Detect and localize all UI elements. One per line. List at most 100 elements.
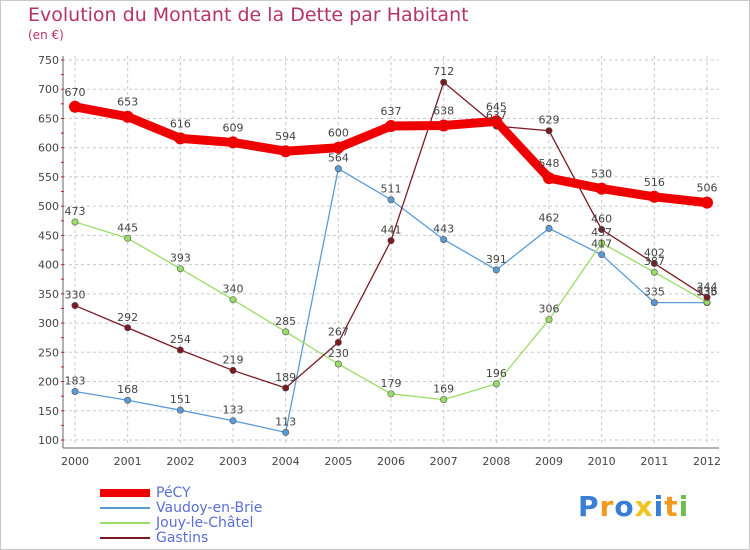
- data-point: [490, 115, 503, 128]
- data-label: 594: [275, 130, 296, 143]
- data-point: [440, 235, 448, 243]
- data-point: [176, 406, 184, 414]
- data-label: 183: [65, 374, 86, 387]
- legend-swatch-pecy: [100, 488, 150, 497]
- x-tick-label: 2008: [482, 455, 510, 468]
- data-point: [387, 237, 395, 245]
- y-tick-label: 300: [38, 317, 59, 330]
- data-point: [229, 417, 237, 425]
- y-tick-label: 400: [38, 259, 59, 272]
- data-label: 516: [644, 176, 665, 189]
- data-point: [332, 141, 345, 154]
- legend-swatch-vaudoy-en-brie: [100, 506, 150, 509]
- x-tick-label: 2000: [61, 455, 89, 468]
- legend-label-gastins: Gastins: [156, 529, 209, 546]
- data-label: 638: [433, 104, 454, 117]
- data-point: [598, 239, 606, 247]
- data-point: [282, 328, 290, 336]
- data-label: 113: [275, 415, 296, 428]
- chart-title: Evolution du Montant de la Dette par Hab…: [28, 4, 469, 26]
- data-point: [176, 265, 184, 273]
- data-label: 637: [381, 105, 402, 118]
- data-point: [71, 218, 79, 226]
- data-label: 506: [697, 182, 718, 195]
- data-point: [598, 226, 606, 234]
- data-label: 387: [644, 255, 665, 268]
- line-chart: 100 150 200 250 300 350 400 450 500 550 600 650 700 7…: [38, 54, 721, 468]
- data-label: 169: [433, 383, 454, 396]
- data-label: 670: [65, 86, 86, 99]
- data-point: [543, 172, 555, 185]
- y-tick-label: 200: [38, 376, 59, 389]
- logo-letter: i: [653, 490, 665, 523]
- data-point: [71, 387, 79, 395]
- x-tick-label: 2009: [535, 455, 563, 468]
- data-label: 609: [223, 121, 244, 134]
- data-point: [701, 196, 713, 209]
- data-label: 306: [539, 303, 560, 316]
- data-point: [387, 390, 395, 398]
- data-point: [334, 338, 342, 346]
- data-label: 335: [697, 286, 718, 299]
- data-label: 437: [591, 226, 612, 239]
- logo-letter: i: [678, 490, 690, 523]
- data-label: 712: [433, 65, 454, 78]
- data-label: 460: [591, 213, 612, 226]
- logo-letter: o: [614, 490, 635, 523]
- data-point: [124, 396, 132, 404]
- data-label: 179: [381, 377, 402, 390]
- y-tick-label: 750: [38, 54, 59, 67]
- data-point: [648, 190, 661, 203]
- data-label: 189: [275, 371, 296, 384]
- data-point: [282, 384, 290, 392]
- data-label: 653: [117, 96, 138, 109]
- data-point: [282, 428, 290, 436]
- data-point: [334, 165, 342, 173]
- x-tick-label: 2004: [272, 455, 300, 468]
- data-point: [229, 296, 237, 304]
- data-label: 600: [328, 127, 349, 140]
- data-label: 335: [644, 286, 665, 299]
- data-point: [69, 100, 81, 113]
- data-label: 344: [697, 280, 718, 293]
- y-tick-label: 450: [38, 229, 59, 242]
- data-point: [440, 78, 448, 86]
- data-point: [176, 346, 184, 354]
- data-label: 473: [65, 205, 86, 218]
- data-label: 330: [65, 289, 86, 302]
- data-point: [545, 316, 553, 324]
- y-tick-label: 550: [38, 171, 59, 184]
- data-label: 151: [170, 393, 191, 406]
- data-point: [124, 324, 132, 332]
- data-point: [650, 259, 658, 267]
- x-tick-label: 2006: [377, 455, 405, 468]
- data-label: 645: [486, 100, 507, 113]
- data-point: [227, 136, 239, 149]
- data-label: 393: [170, 252, 191, 265]
- data-label: 219: [223, 353, 244, 366]
- logo-letter: t: [664, 490, 679, 523]
- x-tick-label: 2002: [166, 455, 194, 468]
- y-tick-label: 600: [38, 142, 59, 155]
- logo-letter: P: [578, 490, 600, 523]
- data-label: 462: [539, 211, 560, 224]
- y-tick-label: 500: [38, 200, 59, 213]
- data-label: 254: [170, 333, 191, 346]
- data-point: [334, 360, 342, 368]
- data-label: 196: [486, 367, 507, 380]
- logo-letter: r: [599, 490, 615, 523]
- data-point: [437, 119, 450, 132]
- y-tick-label: 150: [38, 405, 59, 418]
- data-label: 629: [539, 114, 560, 127]
- chart-unit-label: (en €): [28, 28, 64, 42]
- proxiti-logo: Proxiti: [578, 490, 689, 523]
- x-tick-label: 2012: [693, 455, 721, 468]
- data-point: [545, 127, 553, 135]
- data-label: 230: [328, 347, 349, 360]
- data-point: [174, 132, 187, 145]
- legend-swatch-jouy-le-chatel: [100, 521, 150, 524]
- y-tick-label: 100: [38, 434, 59, 447]
- data-label: 340: [223, 283, 244, 296]
- data-label: 417: [591, 238, 612, 251]
- data-point: [703, 293, 711, 301]
